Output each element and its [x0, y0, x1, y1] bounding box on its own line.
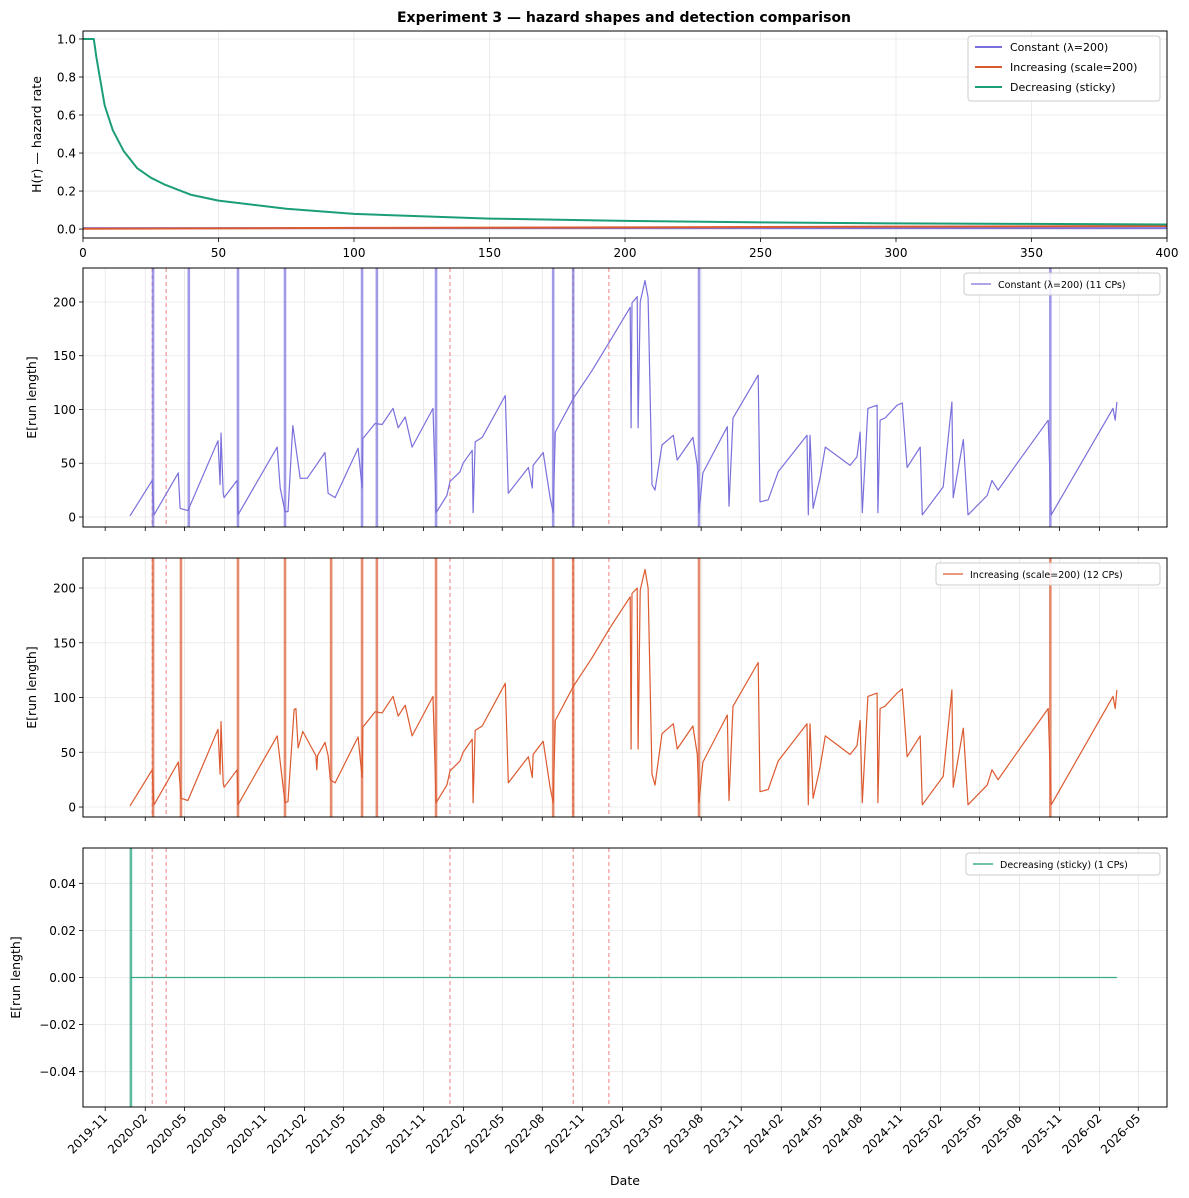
- x-tick-label: 2024-11: [860, 1111, 905, 1156]
- y-tick-label: −0.04: [39, 1065, 76, 1079]
- legend: Constant (λ=200) (11 CPs): [963, 272, 1161, 296]
- x-tick-label: 2025-05: [939, 1111, 984, 1156]
- y-axis-label: H(r) — hazard rate: [29, 76, 44, 193]
- x-tick-label: 2022-11: [542, 1111, 587, 1156]
- x-tick-label: 2023-11: [701, 1111, 746, 1156]
- x-tick-label: 2023-02: [582, 1111, 627, 1156]
- x-tick-label: 2021-02: [264, 1111, 309, 1156]
- axes-frame: [82, 30, 1168, 239]
- legend-box: [935, 562, 1161, 586]
- panel-2: 0 50 100 150 200 E[run length] Constant (λ=200…: [24, 267, 1168, 531]
- x-tick-label: 2025-08: [979, 1111, 1024, 1156]
- legend-label: Constant (λ=200): [1010, 41, 1108, 54]
- y-tick-label: 0.00: [49, 971, 76, 985]
- x-tick-label: 2021-05: [303, 1111, 348, 1156]
- plot-area: [83, 38, 1167, 230]
- y-tick-label: 1.0: [57, 32, 76, 46]
- legend-label: Decreasing (sticky): [1010, 81, 1116, 94]
- panel-3: 0 50 100 150 200 E[run length] Increasing (sca…: [24, 557, 1168, 821]
- chart-title: Experiment 3 — hazard shapes and detecti…: [397, 10, 851, 26]
- x-tick-label: 2025-11: [1019, 1111, 1064, 1156]
- legend-box: [963, 272, 1161, 296]
- panel-4: 2019-112020-022020-052020-082020-112021-…: [8, 847, 1168, 1188]
- y-tick-label: −0.02: [39, 1018, 76, 1032]
- y-tick-label: 200: [53, 582, 76, 596]
- axes-frame: [82, 267, 1168, 528]
- x-tick-label: 2021-11: [383, 1111, 428, 1156]
- y-tick-label: 0.6: [57, 109, 76, 123]
- y-tick-label: 0: [68, 801, 76, 815]
- x-tick-label: 300: [885, 246, 908, 260]
- axes-frame: [82, 847, 1168, 1108]
- y-tick-label: 200: [53, 295, 76, 309]
- x-tick-label: 2020-08: [184, 1111, 229, 1156]
- y-tick-label: 0: [68, 511, 76, 525]
- x-tick-label: 2020-05: [144, 1111, 189, 1156]
- legend-label: Increasing (scale=200): [1010, 61, 1137, 74]
- x-tick-label: 2026-02: [1059, 1111, 1104, 1156]
- x-tick-label: 150: [478, 246, 501, 260]
- x-tick-label: 200: [614, 246, 637, 260]
- axes-frame: [82, 557, 1168, 818]
- legend: Constant (λ=200) Increasing (scale=200) De…: [967, 35, 1161, 102]
- legend-box: [965, 852, 1161, 876]
- legend: Decreasing (sticky) (1 CPs): [965, 852, 1161, 876]
- plot-area: [129, 268, 1118, 527]
- x-tick-label: 350: [1020, 246, 1043, 260]
- x-tick-label: 2022-05: [462, 1111, 507, 1156]
- panel-1: 0 50 100 150 200 250 300 350 400 0.0 0.2 0.4 0.6 0.8 1…: [29, 30, 1179, 260]
- x-tick-label: 2021-08: [343, 1111, 388, 1156]
- x-tick-label: 2023-08: [661, 1111, 706, 1156]
- x-tick-label: 2020-02: [105, 1111, 150, 1156]
- y-tick-label: 0.4: [57, 147, 76, 161]
- x-tick-label: 2022-02: [423, 1111, 468, 1156]
- x-tick-label: 2019-11: [65, 1111, 110, 1156]
- x-tick-label: 2024-08: [820, 1111, 865, 1156]
- x-axis-label: Date: [610, 1173, 640, 1188]
- legend-label: Constant (λ=200) (11 CPs): [998, 280, 1126, 291]
- x-tick-label: 2023-05: [621, 1111, 666, 1156]
- y-tick-label: 0.8: [57, 71, 76, 85]
- legend-box: [967, 35, 1161, 102]
- x-tick-label: 2024-05: [780, 1111, 825, 1156]
- series-line-increasing: [129, 568, 1118, 807]
- series-line-decreasing: [83, 38, 1167, 226]
- y-tick-label: 100: [53, 691, 76, 705]
- y-tick-label: 0.2: [57, 185, 76, 199]
- legend-label: Decreasing (sticky) (1 CPs): [1000, 860, 1128, 871]
- plot-area: [129, 848, 1117, 1107]
- x-tick-label: 2024-02: [741, 1111, 786, 1156]
- y-tick-label: 0.04: [49, 877, 76, 891]
- y-axis-label: E[run length]: [24, 646, 39, 728]
- y-tick-label: 150: [53, 636, 76, 650]
- y-tick-label: 50: [61, 746, 76, 760]
- x-tick-label: 0: [79, 246, 87, 260]
- y-tick-label: 50: [61, 457, 76, 471]
- series-line-increasing: [83, 225, 1167, 230]
- y-tick-label: 100: [53, 403, 76, 417]
- y-tick-label: 0.0: [57, 223, 76, 237]
- legend-label: Increasing (scale=200) (12 CPs): [970, 570, 1123, 581]
- x-tick-label: 250: [749, 246, 772, 260]
- y-tick-label: 150: [53, 349, 76, 363]
- x-tick-label: 400: [1156, 246, 1179, 260]
- x-tick-label: 2020-11: [224, 1111, 269, 1156]
- x-tick-label: 2022-08: [502, 1111, 547, 1156]
- legend: Increasing (scale=200) (12 CPs): [935, 562, 1161, 586]
- series-line-constant: [129, 279, 1118, 517]
- y-axis-label: E[run length]: [8, 936, 23, 1018]
- y-tick-label: 0.02: [49, 924, 76, 938]
- x-tick-label: 100: [343, 246, 366, 260]
- x-tick-label: 2025-02: [900, 1111, 945, 1156]
- plot-area: [129, 558, 1118, 817]
- x-tick-label: 50: [211, 246, 226, 260]
- x-tick-label: 2026-05: [1098, 1111, 1143, 1156]
- y-axis-label: E[run length]: [24, 356, 39, 438]
